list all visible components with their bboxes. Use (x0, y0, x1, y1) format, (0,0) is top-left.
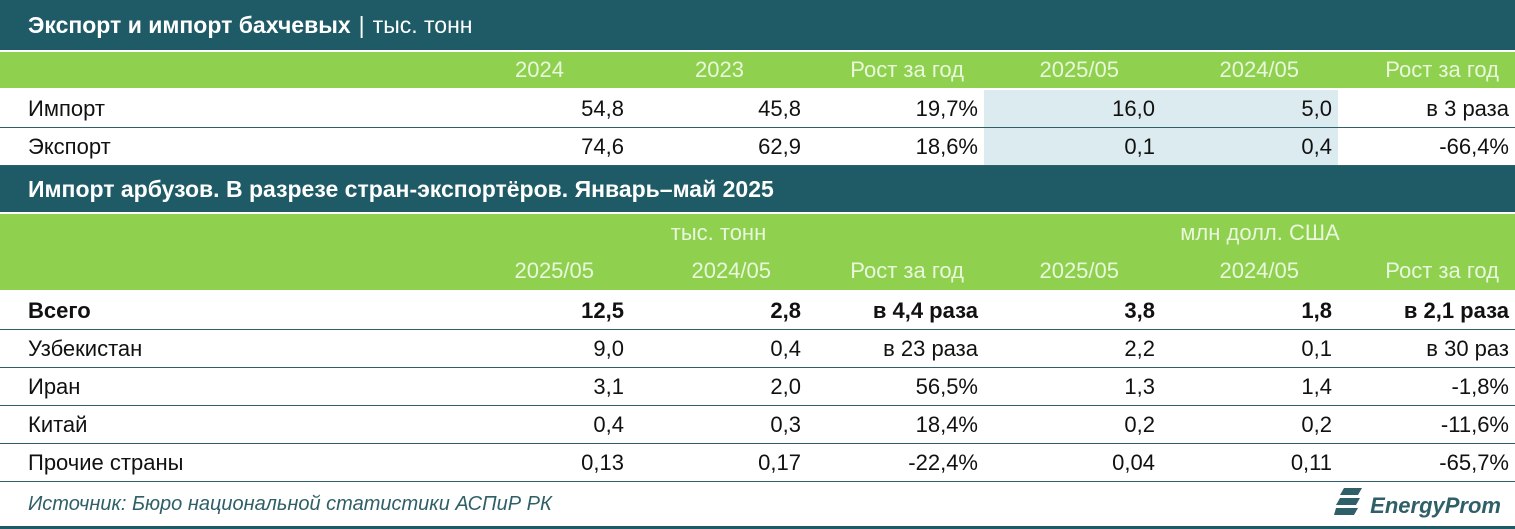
table-cell: -22,4% (908, 449, 978, 475)
table-cell: в 2,1 раза (1403, 297, 1509, 323)
header-cell: 2025/05 (514, 258, 594, 283)
table-cell: 16,0 (984, 90, 1161, 127)
logo-text: EnergyProm (1370, 492, 1501, 518)
section2-title-bar: Импорт арбузов. В разрезе стран-экспортё… (0, 166, 1515, 212)
table-cell: 12,5 (581, 297, 624, 323)
table-cell: 0,13 (581, 449, 624, 475)
header-cell: 2024/05 (691, 258, 771, 283)
row-label: Всего (28, 297, 91, 323)
source-text: Источник: Бюро национальной статистики А… (28, 493, 552, 515)
row-label: Экспорт (28, 133, 111, 159)
table-cell: -1,8% (1451, 373, 1509, 399)
energyprom-logo: EnergyProm (1334, 486, 1501, 525)
section1-title-bar: Экспорт и импорт бахчевых | тыс. тонн (0, 0, 1515, 50)
title-separator: | (358, 11, 365, 38)
table-cell: 45,8 (758, 95, 801, 121)
table-cell: 74,6 (581, 133, 624, 159)
table-cell: 0,1 (1301, 335, 1332, 361)
table-cell: 18,6% (915, 133, 978, 159)
header-cell: 2023 (695, 57, 744, 82)
table-cell: 0,17 (758, 449, 801, 475)
header-cell: Рост за год (850, 258, 964, 283)
table-cell: 0,4 (1161, 128, 1338, 165)
table-cell: в 23 раза (883, 335, 978, 361)
section1-unit: тыс. тонн (372, 11, 473, 38)
table-row: Прочие страны 0,13 0,17 -22,4% 0,04 0,11… (0, 444, 1515, 482)
table-row: Экспорт 74,6 62,9 18,6% 0,1 0,4 -66,4% (0, 128, 1515, 166)
table-cell: в 3 раза (1426, 95, 1509, 121)
table-row: Импорт 54,8 45,8 19,7% 16,0 5,0 в 3 раза (0, 90, 1515, 128)
table-cell: -66,4% (1439, 133, 1509, 159)
table-cell: в 4,4 раза (872, 297, 978, 323)
header-cell: Рост за год (1385, 258, 1499, 283)
table-cell: 19,7% (915, 95, 978, 121)
table-cell: 1,8 (1301, 297, 1332, 323)
section1-header-row: 2024 2023 Рост за год 2025/05 2024/05 Ро… (0, 52, 1515, 88)
energyprom-logo-icon (1334, 486, 1364, 525)
table-cell: 2,2 (1124, 335, 1155, 361)
table-cell: 5,0 (1161, 90, 1338, 127)
header-cell: Рост за год (1385, 57, 1499, 82)
table-cell: 3,8 (1124, 297, 1155, 323)
header-cell: 2025/05 (1039, 258, 1119, 283)
table-cell: 18,4% (915, 411, 978, 437)
row-label: Прочие страны (28, 449, 184, 475)
table-cell: 62,9 (758, 133, 801, 159)
table-cell: 1,3 (1124, 373, 1155, 399)
table-cell: 9,0 (593, 335, 624, 361)
unit-label-volume: тыс. тонн (670, 220, 767, 245)
table-cell: -65,7% (1439, 449, 1509, 475)
table-cell: 56,5% (915, 373, 978, 399)
table-cell: 0,3 (770, 411, 801, 437)
header-cell: 2024/05 (1219, 258, 1299, 283)
table-cell: 2,8 (770, 297, 801, 323)
table-cell: 0,2 (1124, 411, 1155, 437)
section2-header: тыс. тонн млн долл. США 2025/05 2024/05 … (0, 214, 1515, 290)
table-cell: 0,4 (593, 411, 624, 437)
source-note: Источник: Бюро национальной статистики А… (0, 483, 1515, 529)
table-cell: 0,04 (1112, 449, 1155, 475)
header-cell: 2024/05 (1219, 57, 1299, 82)
header-cell: 2024 (515, 57, 564, 82)
table-row-total: Всего 12,5 2,8 в 4,4 раза 3,8 1,8 в 2,1 … (0, 292, 1515, 330)
table-cell: 1,4 (1301, 373, 1332, 399)
unit-label-value: млн долл. США (1180, 220, 1340, 245)
table-row: Иран 3,1 2,0 56,5% 1,3 1,4 -1,8% (0, 368, 1515, 406)
section2-title: Импорт арбузов. В разрезе стран-экспортё… (28, 175, 774, 202)
table-cell: 0,2 (1301, 411, 1332, 437)
table-cell: 3,1 (593, 373, 624, 399)
section1-title: Экспорт и импорт бахчевых (28, 11, 351, 38)
row-label: Китай (28, 411, 88, 437)
table-cell: 0,11 (1290, 449, 1332, 475)
table-cell: 0,1 (984, 128, 1161, 165)
row-label: Иран (28, 373, 81, 399)
row-label: Импорт (28, 95, 105, 121)
table-row: Узбекистан 9,0 0,4 в 23 раза 2,2 0,1 в 3… (0, 330, 1515, 368)
table-row: Китай 0,4 0,3 18,4% 0,2 0,2 -11,6% (0, 406, 1515, 444)
row-label: Узбекистан (28, 335, 143, 361)
table-cell: в 30 раз (1426, 335, 1509, 361)
header-cell: 2025/05 (1039, 57, 1119, 82)
table-cell: 0,4 (770, 335, 801, 361)
header-cell: Рост за год (850, 57, 964, 82)
section2-header-row: 2025/05 2024/05 Рост за год 2025/05 2024… (0, 252, 1515, 290)
table-cell: 2,0 (770, 373, 801, 399)
table-cell: -11,6% (1440, 411, 1509, 437)
table-cell: 54,8 (581, 95, 624, 121)
